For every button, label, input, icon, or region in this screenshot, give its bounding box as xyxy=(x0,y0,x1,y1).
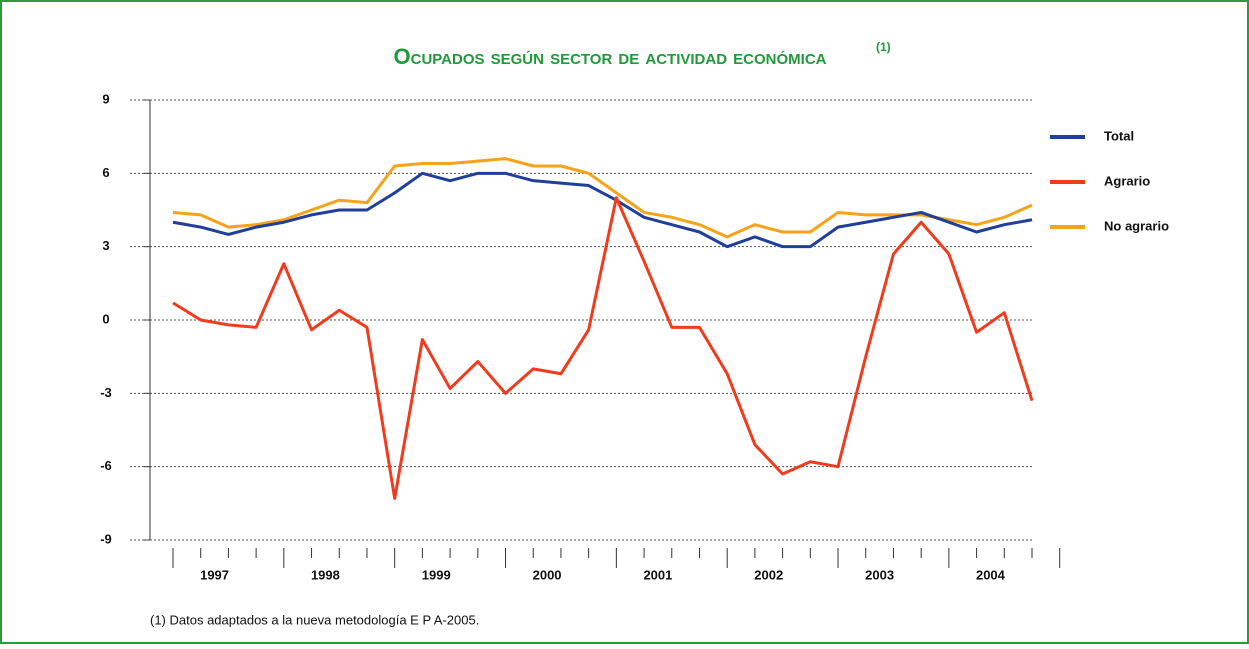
y-tick-label: -3 xyxy=(100,385,112,400)
x-group-label: 2000 xyxy=(533,567,562,582)
y-tick-label: 6 xyxy=(102,165,109,180)
series-line xyxy=(172,196,1034,500)
x-group-label: 2004 xyxy=(976,567,1006,582)
title-note: (1) xyxy=(876,40,891,54)
y-tick-label: 9 xyxy=(102,91,109,106)
x-group-label: 2001 xyxy=(643,567,672,582)
chart-title: Ocupados según sector de actividad econó… xyxy=(394,44,827,69)
legend-label: Total xyxy=(1104,128,1134,143)
footnote: (1) Datos adaptados a la nueva metodolog… xyxy=(150,612,479,627)
x-group-label: 1998 xyxy=(311,567,340,582)
y-tick-label: -6 xyxy=(100,458,112,473)
legend-label: No agrario xyxy=(1104,218,1169,233)
series-line xyxy=(172,171,1033,249)
y-tick-label: -9 xyxy=(100,531,112,546)
x-group-label: 2002 xyxy=(754,567,783,582)
x-group-label: 2003 xyxy=(865,567,894,582)
legend-label: Agrario xyxy=(1104,173,1150,188)
x-group-label: 1997 xyxy=(200,567,229,582)
y-tick-label: 0 xyxy=(102,311,109,326)
x-group-label: 1999 xyxy=(422,567,451,582)
y-tick-label: 3 xyxy=(102,238,109,253)
series-line xyxy=(172,157,1033,239)
